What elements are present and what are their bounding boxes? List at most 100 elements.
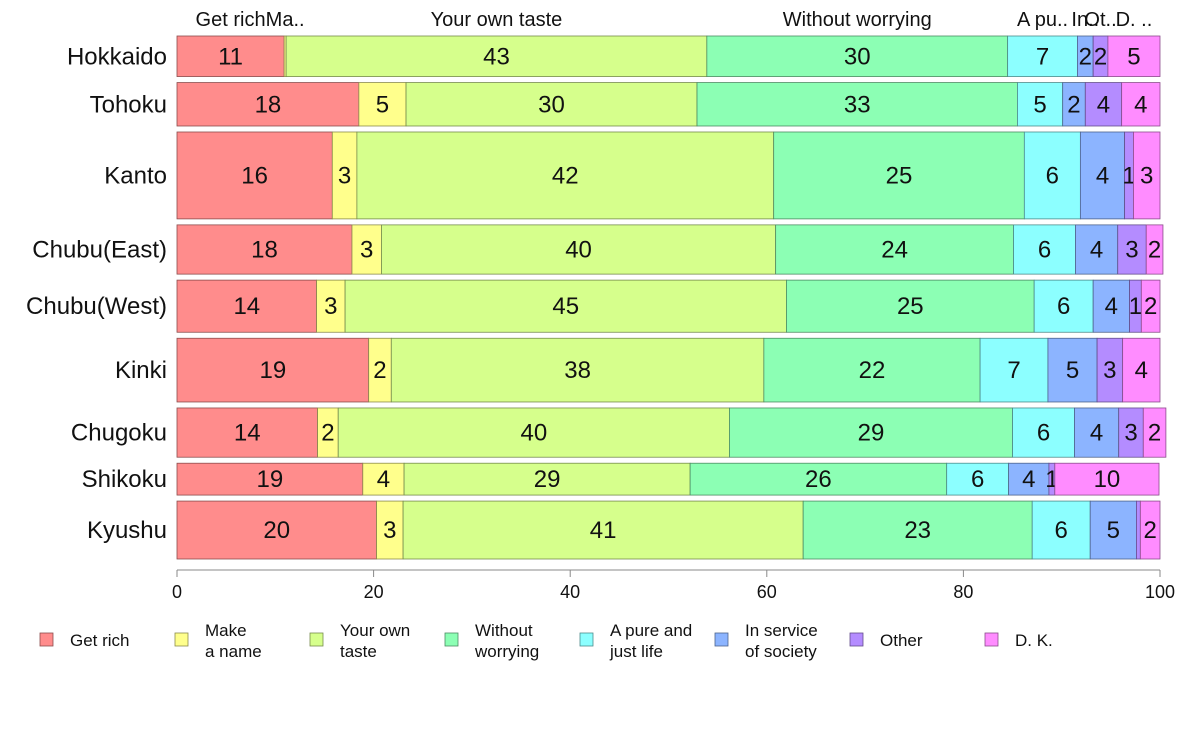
data-label: 7 (1007, 357, 1020, 384)
bar-segment (1122, 337, 1161, 403)
data-label: 41 (590, 517, 617, 544)
data-label: 14 (233, 293, 260, 320)
data-label: 1 (1129, 293, 1142, 320)
data-label: 29 (858, 420, 885, 447)
bar-segment (316, 279, 346, 333)
bar-segment (362, 462, 405, 496)
data-label: 33 (844, 91, 871, 118)
bar-segment (1107, 35, 1161, 77)
legend-swatch (984, 632, 999, 647)
bar-segment (176, 462, 364, 496)
bar-segment (1047, 337, 1098, 403)
data-label: 40 (565, 237, 592, 264)
bar-segment (1121, 82, 1161, 127)
bar-segment (1075, 224, 1119, 275)
bar-segment (1140, 279, 1161, 333)
legend-label: Other (880, 631, 923, 650)
data-label: 40 (520, 420, 547, 447)
legend-label: A pure and (610, 621, 692, 640)
bar-segment (390, 337, 765, 403)
legend-label: In service (745, 621, 818, 640)
series-top-label: In.. (1071, 9, 1099, 31)
bar-segment (1013, 224, 1076, 275)
x-tick-label: 80 (953, 582, 973, 602)
bar-segment (381, 224, 777, 275)
bar-segment (786, 279, 1035, 333)
bar-segment (1145, 224, 1164, 275)
data-label: 3 (338, 162, 351, 189)
legend-label: taste (340, 642, 377, 661)
legend-swatch (849, 632, 864, 647)
bar-segment (176, 224, 353, 275)
legend-label: of society (745, 642, 817, 661)
bar-segment (1117, 224, 1147, 275)
data-label: 42 (552, 162, 579, 189)
bar-segment (1017, 82, 1064, 127)
data-label: 2 (373, 357, 386, 384)
bar-segment (1142, 407, 1167, 458)
data-label: 16 (241, 162, 268, 189)
data-label: 7 (1036, 43, 1049, 70)
data-label: 29 (534, 466, 561, 493)
data-label: 1 (1122, 162, 1135, 189)
data-label: 3 (360, 237, 373, 264)
data-label: 2 (1079, 43, 1092, 70)
data-label: 5 (376, 91, 389, 118)
data-label: 4 (1097, 91, 1110, 118)
bar-segment (337, 407, 730, 458)
data-label: 4 (377, 466, 390, 493)
data-label: 3 (1103, 357, 1116, 384)
bar-segment (1118, 407, 1144, 458)
legend-label: a name (205, 642, 262, 661)
bar-segment (1054, 462, 1160, 496)
series-top-label: Ot.. (1084, 9, 1116, 31)
legend-label: Your own (340, 621, 410, 640)
data-label: 4 (1134, 91, 1147, 118)
series-top-label: D. .. (1116, 9, 1153, 31)
legend-swatch (444, 632, 459, 647)
series-top-label: Ma.. (266, 9, 305, 31)
bar-segment (1033, 279, 1094, 333)
data-label: 11 (218, 43, 243, 70)
data-label: 6 (1055, 517, 1068, 544)
data-label: 19 (259, 357, 286, 384)
bar-segment (1074, 407, 1120, 458)
bar-segment (176, 131, 333, 220)
bar-segment (176, 35, 285, 77)
x-tick-label: 20 (364, 582, 384, 602)
data-label: 24 (881, 237, 908, 264)
category-label: Kanto (104, 162, 167, 189)
bar-segment (1133, 131, 1161, 220)
data-label: 14 (234, 420, 261, 447)
data-label: 5 (1033, 91, 1046, 118)
bar-segment (351, 224, 382, 275)
category-label: Kinki (115, 357, 167, 384)
bar-segment (1089, 500, 1137, 560)
data-label: 3 (1125, 237, 1138, 264)
x-tick-label: 60 (757, 582, 777, 602)
bar-segment (1079, 131, 1126, 220)
bar-segment (979, 337, 1049, 403)
data-label: 4 (1022, 466, 1035, 493)
legend-swatch (579, 632, 594, 647)
bar-segment (1139, 500, 1161, 560)
bar-segment (344, 279, 787, 333)
x-tick-label: 100 (1145, 582, 1175, 602)
bar-segment (773, 131, 1025, 220)
data-label: 6 (1046, 162, 1059, 189)
data-label: 38 (564, 357, 591, 384)
data-label: 43 (483, 43, 510, 70)
data-label: 18 (251, 237, 278, 264)
category-label: Shikoku (82, 466, 167, 493)
data-label: 2 (1067, 91, 1080, 118)
bar-segment (1008, 462, 1050, 496)
bar-segment (285, 35, 708, 77)
data-label: 25 (886, 162, 913, 189)
legend-label: D. K. (1015, 631, 1053, 650)
data-label: 23 (904, 517, 931, 544)
data-label: 2 (1144, 293, 1157, 320)
category-label: Chubu(East) (32, 237, 167, 264)
bar-segment (176, 337, 370, 403)
